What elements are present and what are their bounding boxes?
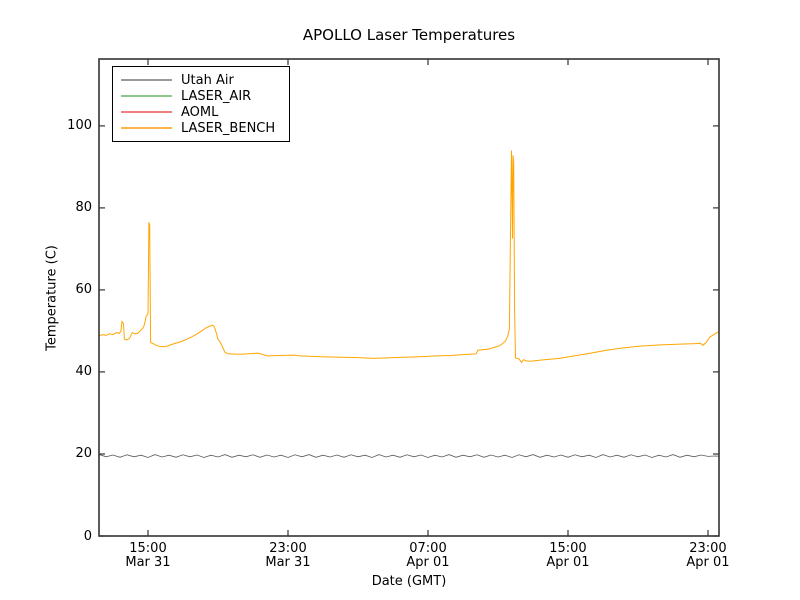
legend-label-laser-bench: LASER_BENCH	[181, 120, 276, 136]
legend-label-aoml: AOML	[181, 104, 219, 120]
x-tick-date: Apr 01	[546, 555, 590, 570]
x-tick-label-2300-apr01: 23:00 Apr 01	[673, 542, 743, 570]
y-tick-label-40: 40	[75, 364, 92, 380]
x-tick-label-1500-apr01: 15:00 Apr 01	[533, 542, 603, 570]
x-axis-label: Date (GMT)	[371, 574, 447, 589]
chart-title: APOLLO Laser Temperatures	[302, 26, 516, 44]
y-tick-label-0: 0	[83, 528, 92, 544]
y-tick-label-80: 80	[75, 200, 92, 216]
legend-entry-utah-air: Utah Air	[121, 72, 281, 88]
x-tick-label-2300-mar31: 23:00 Mar 31	[253, 542, 323, 570]
y-tick-label-60: 60	[75, 282, 92, 298]
x-tick-date: Apr 01	[686, 555, 730, 570]
series-line-utah-air	[99, 454, 719, 458]
x-tick-date: Mar 31	[125, 555, 171, 570]
legend-entry-laser-bench: LASER_BENCH	[121, 120, 281, 136]
x-tick-time: 15:00	[129, 541, 167, 556]
x-tick-time: 15:00	[549, 541, 587, 556]
legend-box: Utah Air LASER_AIR AOML LASER_BENCH	[112, 66, 290, 142]
x-tick-time: 07:00	[409, 541, 447, 556]
legend-entry-aoml: AOML	[121, 104, 281, 120]
x-tick-date: Apr 01	[406, 555, 450, 570]
x-tick-time: 23:00	[269, 541, 307, 556]
legend-label-laser-air: LASER_AIR	[181, 88, 252, 104]
legend-line-swatch-laser-air	[121, 95, 172, 97]
legend-entry-laser-air: LASER_AIR	[121, 88, 281, 104]
legend-line-swatch-aoml	[121, 111, 172, 113]
plot-frame	[98, 58, 720, 537]
legend-line-swatch-laser-bench	[121, 127, 172, 129]
y-tick-label-100: 100	[67, 118, 92, 134]
x-tick-label-0700-apr01: 07:00 Apr 01	[393, 542, 463, 570]
x-tick-time: 23:00	[689, 541, 727, 556]
y-tick-label-20: 20	[75, 446, 92, 462]
x-tick-label-1500-mar31: 15:00 Mar 31	[113, 542, 183, 570]
legend-label-utah-air: Utah Air	[181, 72, 234, 88]
series-line-laser-bench	[99, 150, 719, 364]
y-axis-label: Temperature (C)	[44, 245, 60, 351]
x-tick-date: Mar 31	[265, 555, 311, 570]
legend-line-swatch-utah-air	[121, 79, 172, 81]
